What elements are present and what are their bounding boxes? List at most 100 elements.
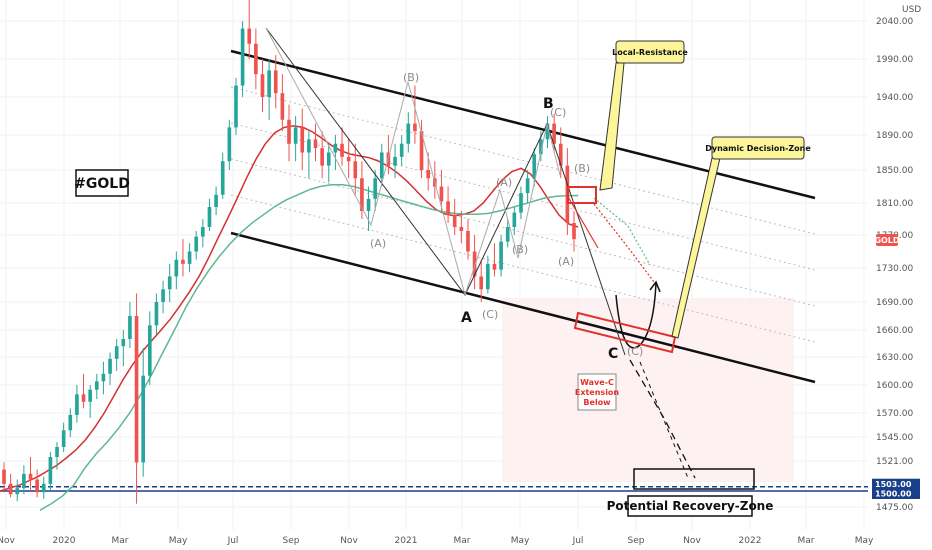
price-tick-label: 1570.00 bbox=[876, 409, 913, 419]
candle-body bbox=[247, 28, 252, 44]
price-tick-label: 1990.00 bbox=[876, 55, 913, 65]
downside-dashed-line bbox=[629, 359, 696, 479]
moving-average-line bbox=[39, 184, 578, 511]
candle-body bbox=[174, 259, 179, 277]
channel-upper-line bbox=[230, 49, 816, 200]
annotations: A B C (B) (A) (C) (A) (B) (B) (C) (A) (C) #GOLD Local… bbox=[74, 40, 811, 517]
candle-body bbox=[15, 488, 20, 495]
time-tick-label: Mar bbox=[112, 536, 129, 546]
candle-body bbox=[88, 389, 92, 402]
candle-body bbox=[512, 212, 517, 227]
wave-c-extension-box bbox=[577, 373, 617, 411]
candle-body bbox=[446, 201, 450, 215]
wave-c-extension-label: Wave-C bbox=[580, 378, 614, 387]
candle-body bbox=[486, 263, 490, 290]
decision-zone-box bbox=[573, 311, 677, 354]
candle-body bbox=[220, 161, 225, 195]
candle-body bbox=[499, 241, 503, 270]
downside-dashed-line-2 bbox=[639, 361, 689, 479]
candles bbox=[2, 0, 576, 504]
time-tick-label: Mar bbox=[454, 536, 471, 546]
candle-body bbox=[320, 148, 324, 166]
candle-body bbox=[161, 289, 165, 302]
price-tick-label: 1730.00 bbox=[876, 264, 913, 274]
candle-body bbox=[366, 198, 371, 211]
candle-body bbox=[75, 394, 79, 415]
recovery-zone-label: Potential Recovery-Zone bbox=[607, 499, 774, 513]
price-tick-label: 1660.00 bbox=[876, 326, 913, 336]
price-tick-label: 1600.00 bbox=[876, 381, 913, 391]
level-badge-label: 1503.00 bbox=[875, 480, 912, 489]
candle-body bbox=[519, 193, 523, 213]
time-tick-label: Sep bbox=[628, 536, 645, 546]
red-dotted-projection bbox=[593, 203, 661, 291]
candle-body bbox=[373, 178, 377, 199]
candle-body bbox=[426, 170, 431, 179]
time-tick-label: 2022 bbox=[739, 536, 762, 546]
candle-body bbox=[267, 70, 271, 97]
channel-inner-line bbox=[230, 158, 816, 307]
candle-body bbox=[207, 207, 212, 227]
candle-body bbox=[81, 394, 86, 402]
wave-c-extension-label: Extension bbox=[575, 388, 620, 397]
candle-body bbox=[108, 358, 112, 374]
candle-body bbox=[8, 483, 13, 495]
price-tick-label: 1475.00 bbox=[876, 503, 913, 513]
wave-label-sub: (A) bbox=[558, 255, 574, 268]
zones bbox=[0, 298, 868, 492]
local-resistance-note bbox=[615, 40, 685, 64]
wave-label-sub: (A) bbox=[496, 176, 512, 189]
time-tick-label: May bbox=[169, 536, 188, 546]
candle-body bbox=[227, 127, 232, 162]
candle-body bbox=[114, 346, 119, 359]
decision-zone-note bbox=[711, 136, 805, 160]
level-badge-label: 1500.00 bbox=[875, 490, 912, 499]
channel-inner-line bbox=[230, 86, 816, 235]
candle-body bbox=[326, 152, 331, 166]
candle-body bbox=[552, 123, 556, 144]
time-tick-label: 2020 bbox=[53, 536, 76, 546]
time-tick-label: May bbox=[855, 536, 874, 546]
candle-body bbox=[393, 156, 397, 166]
price-badge bbox=[876, 234, 898, 246]
wave-label-primary: C bbox=[608, 346, 618, 362]
symbol-title-box bbox=[75, 169, 129, 197]
candle-body bbox=[525, 178, 530, 194]
price-badge-label: GOLD bbox=[874, 236, 899, 245]
wave-label-primary: A bbox=[461, 310, 472, 326]
wave-c-extension-zone bbox=[502, 298, 794, 482]
currency-label: USD bbox=[902, 5, 921, 15]
candle-body bbox=[41, 483, 46, 493]
wave-label-sub: (B) bbox=[574, 162, 590, 175]
candle-body bbox=[413, 123, 417, 132]
candle-body bbox=[452, 215, 457, 227]
candle-body bbox=[505, 227, 510, 242]
candle-body bbox=[406, 123, 411, 144]
candle-body bbox=[121, 339, 126, 347]
candle-body bbox=[214, 194, 218, 207]
time-axis-bg bbox=[0, 530, 868, 550]
wave-label-sub: (C) bbox=[627, 345, 643, 358]
wave-label-sub: (B) bbox=[403, 71, 419, 84]
symbol-title: #GOLD bbox=[74, 176, 130, 192]
time-tick-label: Nov bbox=[340, 536, 358, 546]
candle-body bbox=[532, 154, 537, 179]
candle-body bbox=[492, 263, 497, 270]
time-tick-label: Jul bbox=[227, 536, 239, 546]
local-resistance-pointer bbox=[599, 62, 625, 191]
candle-body bbox=[240, 28, 245, 86]
wave-c-extension-label: Below bbox=[583, 398, 611, 407]
wave-label-sub: (A) bbox=[370, 237, 386, 250]
candle-body bbox=[201, 227, 205, 237]
price-tick-label: 1850.00 bbox=[876, 166, 913, 176]
candle-body bbox=[280, 93, 285, 120]
candle-body bbox=[147, 325, 152, 376]
candle-body bbox=[187, 251, 192, 264]
candle-body bbox=[55, 447, 59, 457]
candle-body bbox=[439, 186, 444, 202]
price-tick-label: 1545.00 bbox=[876, 433, 913, 443]
wave-label-primary: B bbox=[543, 96, 554, 112]
level-badge bbox=[872, 488, 920, 499]
